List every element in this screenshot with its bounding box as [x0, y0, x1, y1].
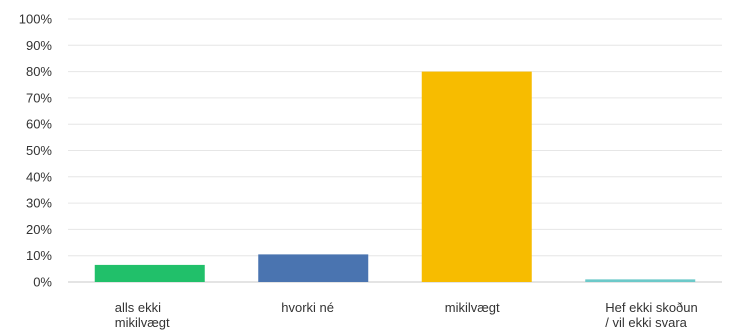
bar: [94, 264, 205, 282]
gridlines: [68, 18, 722, 283]
y-tick-label: 90%: [26, 38, 52, 53]
x-axis-labels: alls ekki mikilvægt hvorki né mikilvægt Hef …: [115, 300, 698, 330]
y-tick-label: 0%: [33, 275, 52, 290]
bars: [94, 71, 696, 282]
y-tick-label: 70%: [26, 90, 52, 105]
y-tick-label: 40%: [26, 169, 52, 184]
y-tick-label: 80%: [26, 64, 52, 79]
y-tick-label: 30%: [26, 196, 52, 211]
y-tick-label: 10%: [26, 248, 52, 263]
y-tick-label: 100%: [19, 12, 53, 27]
y-tick-label: 50%: [26, 143, 52, 158]
bar: [421, 71, 532, 282]
x-tick-label: Hef ekki skoðun / vil ekki svara: [605, 300, 698, 330]
bar: [585, 279, 696, 282]
x-tick-label: mikilvægt: [445, 300, 500, 315]
x-tick-label: hvorki né: [281, 300, 334, 315]
y-tick-label: 60%: [26, 117, 52, 132]
bar: [258, 254, 369, 282]
y-tick-label: 20%: [26, 222, 52, 237]
y-axis-ticks: 0% 10% 20% 30% 40% 50% 60% 70% 80% 90% 100%: [19, 12, 53, 290]
x-tick-label: alls ekki mikilvægt: [115, 300, 170, 330]
